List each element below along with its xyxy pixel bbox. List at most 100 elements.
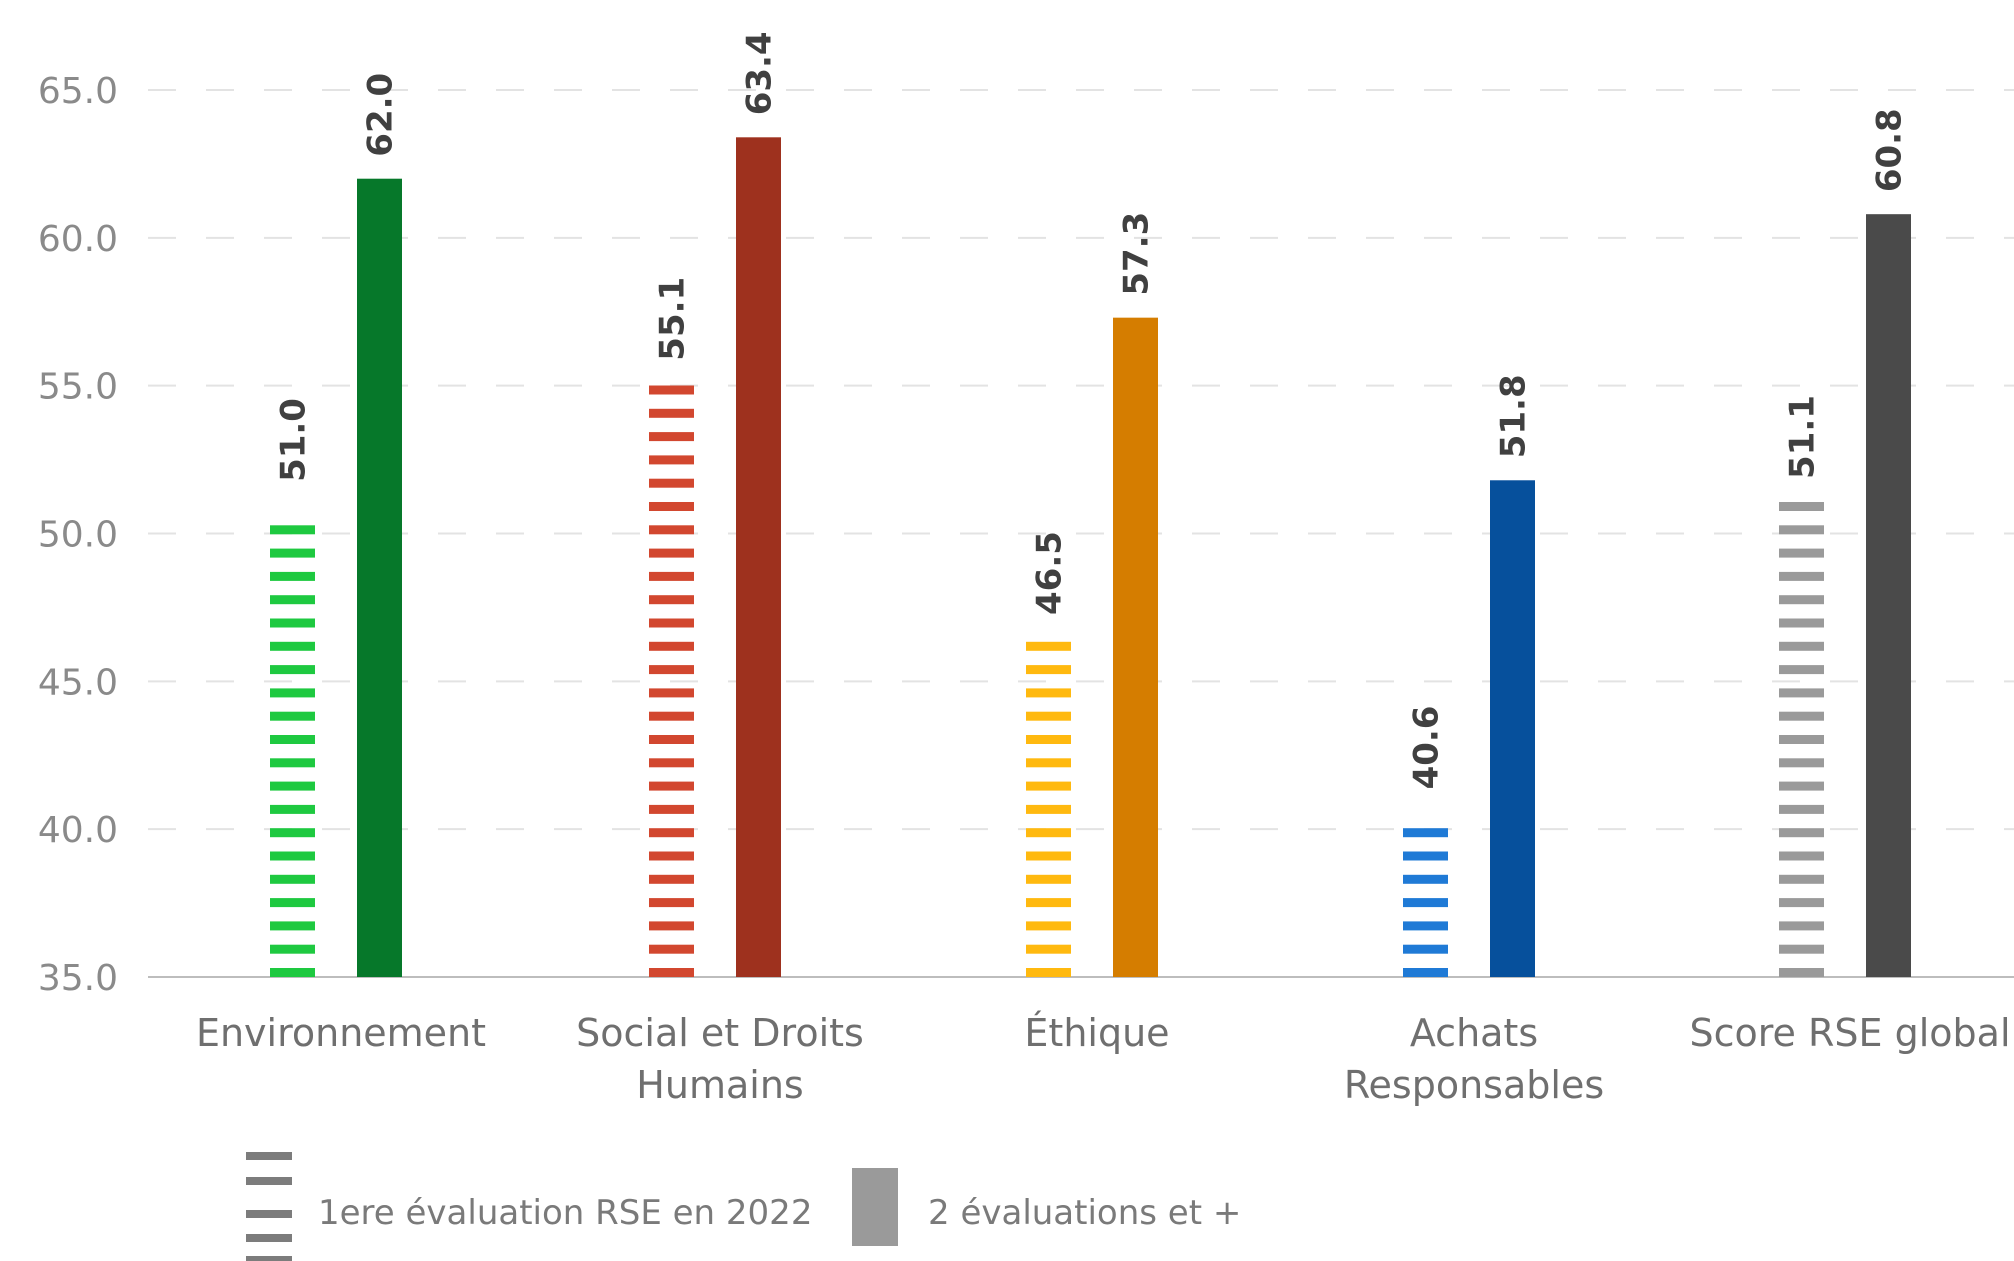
bar-dash-segment	[1779, 502, 1824, 511]
bar-dash-segment	[1403, 851, 1448, 861]
bar-dash-segment	[1779, 525, 1824, 535]
y-tick-label: 50.0	[38, 515, 118, 556]
bar-multiple-evaluations	[1113, 317, 1158, 977]
bar-dash-segment	[1026, 851, 1071, 861]
data-label: 62.0	[361, 73, 401, 157]
bar-dash-segment	[1403, 828, 1448, 838]
bar-dash-segment	[649, 641, 694, 651]
data-label: 60.8	[1870, 108, 1910, 192]
bar-dash-segment	[649, 525, 694, 535]
bar-dash-segment	[270, 968, 315, 977]
legend-label-first-evaluation: 1ere évaluation RSE en 2022	[318, 1193, 812, 1233]
bar-dash-segment	[1779, 804, 1824, 814]
legend-dash-segment	[246, 1210, 292, 1218]
data-label: 46.5	[1030, 531, 1070, 615]
bar-dash-segment	[1403, 968, 1448, 977]
bar-dash-segment	[1026, 735, 1071, 744]
y-tick-label: 65.0	[38, 71, 118, 112]
bar-dash-segment	[1779, 921, 1824, 931]
y-tick-label: 60.0	[38, 219, 118, 260]
bar-dash-segment	[270, 828, 315, 838]
bar-dash-segment	[1026, 944, 1071, 954]
bar-multiple-evaluations	[1866, 214, 1911, 977]
bar-dash-segment	[1779, 874, 1824, 884]
bar-dash-segment	[1779, 735, 1824, 744]
bar-dash-segment	[270, 781, 315, 791]
bar-dash-segment	[1779, 944, 1824, 954]
bar-dash-segment	[649, 781, 694, 791]
legend-dash-segment	[246, 1152, 292, 1160]
bar-dash-segment	[1026, 921, 1071, 931]
category-label: Éthique	[1024, 1011, 1169, 1055]
y-tick-label: 40.0	[38, 810, 118, 851]
bar-dash-segment	[649, 595, 694, 605]
category-label: Score RSE global	[1689, 1011, 2010, 1055]
bar-dash-segment	[1026, 665, 1071, 675]
bar-multiple-evaluations	[736, 137, 781, 978]
bar-dash-segment	[649, 735, 694, 744]
bar-dash-segment	[270, 735, 315, 744]
bar-dash-segment	[649, 944, 694, 954]
y-tick-label: 35.0	[38, 958, 118, 999]
bar-dash-segment	[649, 758, 694, 768]
bar-dash-segment	[649, 711, 694, 721]
bar-dash-segment	[270, 711, 315, 721]
bar-multiple-evaluations	[357, 178, 402, 977]
bar-dash-segment	[1026, 898, 1071, 908]
bar-dash-segment	[1403, 874, 1448, 884]
legend-swatch-dashed	[246, 1152, 292, 1261]
bar-dash-segment	[270, 898, 315, 908]
bar-dash-segment	[649, 851, 694, 861]
bar-dash-segment	[270, 595, 315, 605]
bar-dash-segment	[270, 525, 315, 535]
bar-dash-segment	[649, 804, 694, 814]
legend-dash-segment	[246, 1234, 292, 1242]
category-label: Achats	[1410, 1011, 1538, 1055]
legend-dash-segment	[246, 1256, 292, 1261]
bar-dash-segment	[649, 921, 694, 931]
y-tick-label: 55.0	[38, 367, 118, 408]
bar-dash-segment	[270, 921, 315, 931]
bar-first-evaluation	[1403, 828, 1448, 977]
bar-dash-segment	[649, 502, 694, 511]
bar-first-evaluation	[1026, 641, 1071, 977]
data-label: 51.8	[1494, 374, 1534, 458]
bar-dash-segment	[1026, 711, 1071, 721]
bar-dash-segment	[270, 804, 315, 814]
bar-dash-segment	[1026, 758, 1071, 768]
legend: 1ere évaluation RSE en 2022 2 évaluations…	[246, 1152, 1241, 1261]
legend-swatch-solid	[852, 1168, 898, 1246]
y-tick-label: 45.0	[38, 662, 118, 703]
bar-dash-segment	[1026, 828, 1071, 838]
bar-dash-segment	[1779, 548, 1824, 558]
bar-dash-segment	[1026, 688, 1071, 698]
data-label: 51.1	[1783, 395, 1823, 479]
bar-dash-segment	[1779, 618, 1824, 628]
bar-dash-segment	[270, 641, 315, 651]
bar-dash-segment	[270, 571, 315, 581]
bar-dash-segment	[649, 408, 694, 418]
bar-multiple-evaluations	[1490, 480, 1535, 977]
bar-first-evaluation	[270, 525, 315, 977]
bar-dash-segment	[649, 432, 694, 442]
bar-dash-segment	[649, 385, 694, 395]
bar-dash-segment	[1779, 595, 1824, 605]
bar-dash-segment	[1779, 851, 1824, 861]
bar-dash-segment	[270, 851, 315, 861]
bar-dash-segment	[1779, 898, 1824, 908]
bar-dash-segment	[1779, 641, 1824, 651]
bar-dash-segment	[270, 688, 315, 698]
data-label: 63.4	[740, 31, 780, 115]
bar-dash-segment	[270, 665, 315, 675]
category-label: Responsables	[1344, 1063, 1604, 1107]
bar-dash-segment	[1779, 665, 1824, 675]
bar-dash-segment	[1403, 898, 1448, 908]
bar-dash-segment	[1779, 711, 1824, 721]
bar-dash-segment	[649, 665, 694, 675]
bar-dash-segment	[1403, 944, 1448, 954]
bar-dash-segment	[649, 688, 694, 698]
data-label: 51.0	[274, 398, 314, 482]
bar-dash-segment	[1026, 781, 1071, 791]
